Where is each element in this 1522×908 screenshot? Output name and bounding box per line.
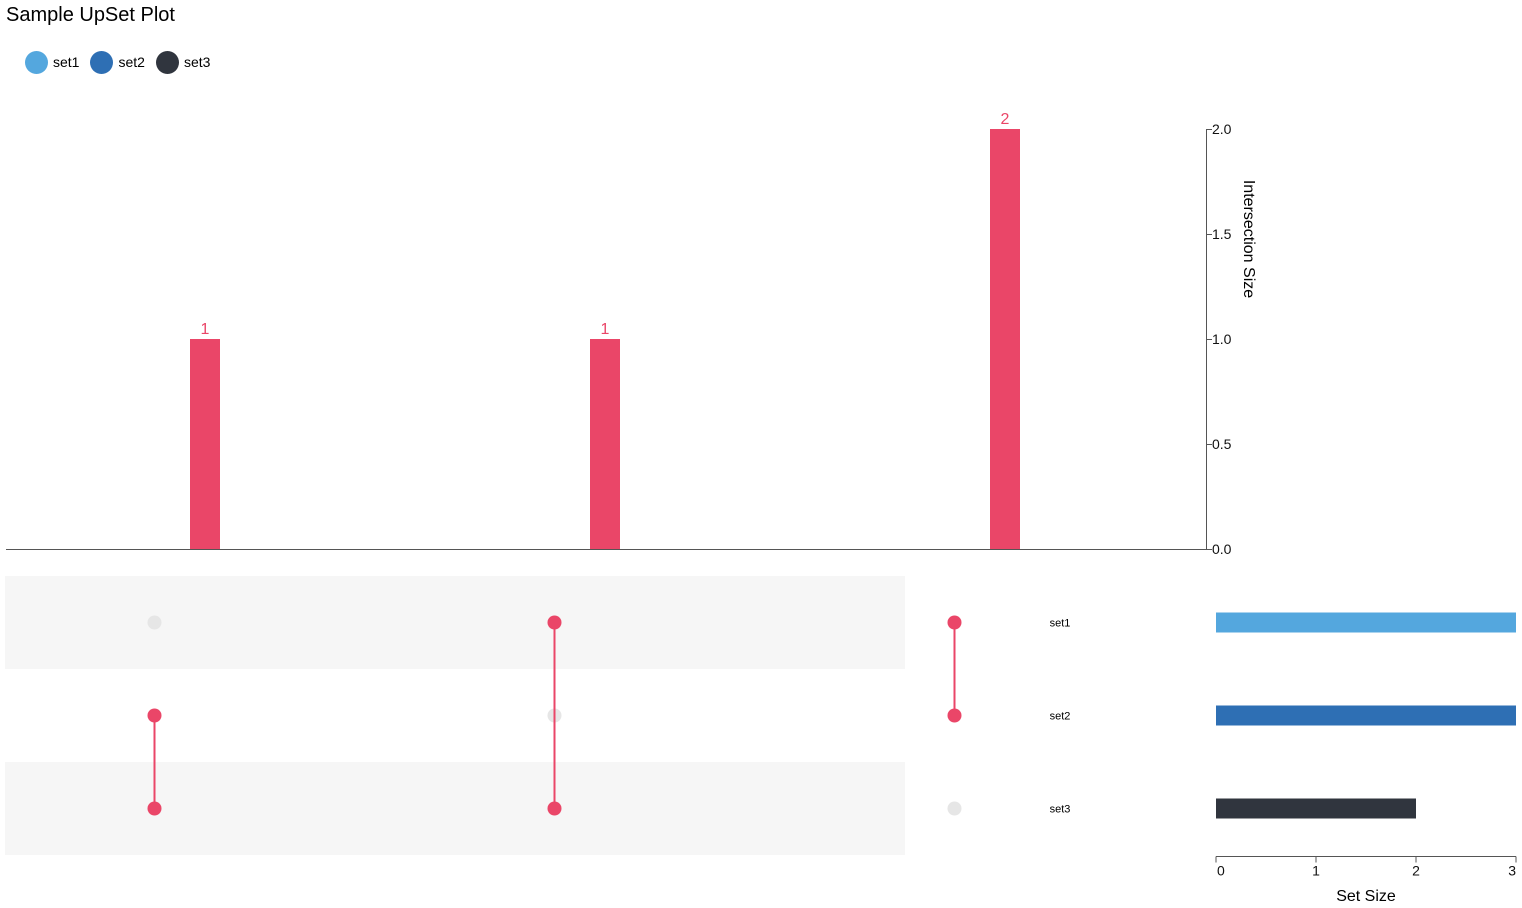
legend-item-set2[interactable]: set2 bbox=[90, 50, 145, 74]
intersection-y-tick-label-1: 0.5 bbox=[1212, 436, 1232, 452]
matrix-row-shade-set1 bbox=[5, 576, 905, 669]
chart-title: Sample UpSet Plot bbox=[6, 4, 175, 26]
legend-swatch-set2 bbox=[90, 50, 114, 74]
set-size-bar-set1 bbox=[1216, 612, 1516, 633]
legend-swatch-set3 bbox=[155, 50, 179, 74]
legend-item-set1[interactable]: set1 bbox=[25, 50, 80, 74]
intersection-bar-label-3: 2 bbox=[1001, 111, 1010, 128]
intersection-y-axis-label: Intersection Size bbox=[1240, 180, 1257, 298]
intersection-y-tick-label-0: 0.0 bbox=[1212, 541, 1232, 557]
set-label-set1: set1 bbox=[1050, 618, 1071, 630]
legend: set1 set2 set3 bbox=[25, 50, 221, 74]
set-label-set3: set3 bbox=[1050, 804, 1071, 816]
set-size-x-tick-label-2: 2 bbox=[1412, 863, 1420, 879]
legend-label-set3: set3 bbox=[183, 54, 211, 70]
matrix-dot-3-set3 bbox=[947, 801, 962, 816]
legend-swatch-set1 bbox=[25, 50, 48, 74]
set-size-x-tick-label-0: 0 bbox=[1217, 863, 1225, 879]
set-label-set2: set2 bbox=[1050, 711, 1071, 723]
intersection-y-tick-label-3: 1.5 bbox=[1212, 226, 1232, 242]
intersection-bar-3 bbox=[990, 129, 1020, 549]
intersection-y-tick-label-2: 1.0 bbox=[1212, 331, 1232, 347]
matrix-row-shade-set3 bbox=[5, 762, 905, 855]
intersection-bar-2 bbox=[590, 339, 620, 549]
legend-label-set2: set2 bbox=[118, 54, 145, 70]
set-size-bar-set2 bbox=[1216, 705, 1516, 726]
intersection-bar-label-1: 1 bbox=[201, 321, 210, 338]
intersection-bar-label-2: 1 bbox=[601, 321, 610, 338]
set-size-x-axis-label: Set Size bbox=[1336, 888, 1396, 905]
set-size-x-tick-label-1: 1 bbox=[1312, 863, 1320, 879]
intersection-y-tick-label-4: 2.0 bbox=[1212, 121, 1232, 137]
legend-item-set3[interactable]: set3 bbox=[155, 50, 211, 74]
set-size-x-tick-label-3: 3 bbox=[1508, 863, 1516, 879]
legend-label-set1: set1 bbox=[53, 54, 80, 70]
intersection-bar-1 bbox=[190, 339, 220, 549]
matrix-dot-1-set1 bbox=[147, 615, 162, 630]
set-size-bar-set3 bbox=[1216, 798, 1416, 819]
